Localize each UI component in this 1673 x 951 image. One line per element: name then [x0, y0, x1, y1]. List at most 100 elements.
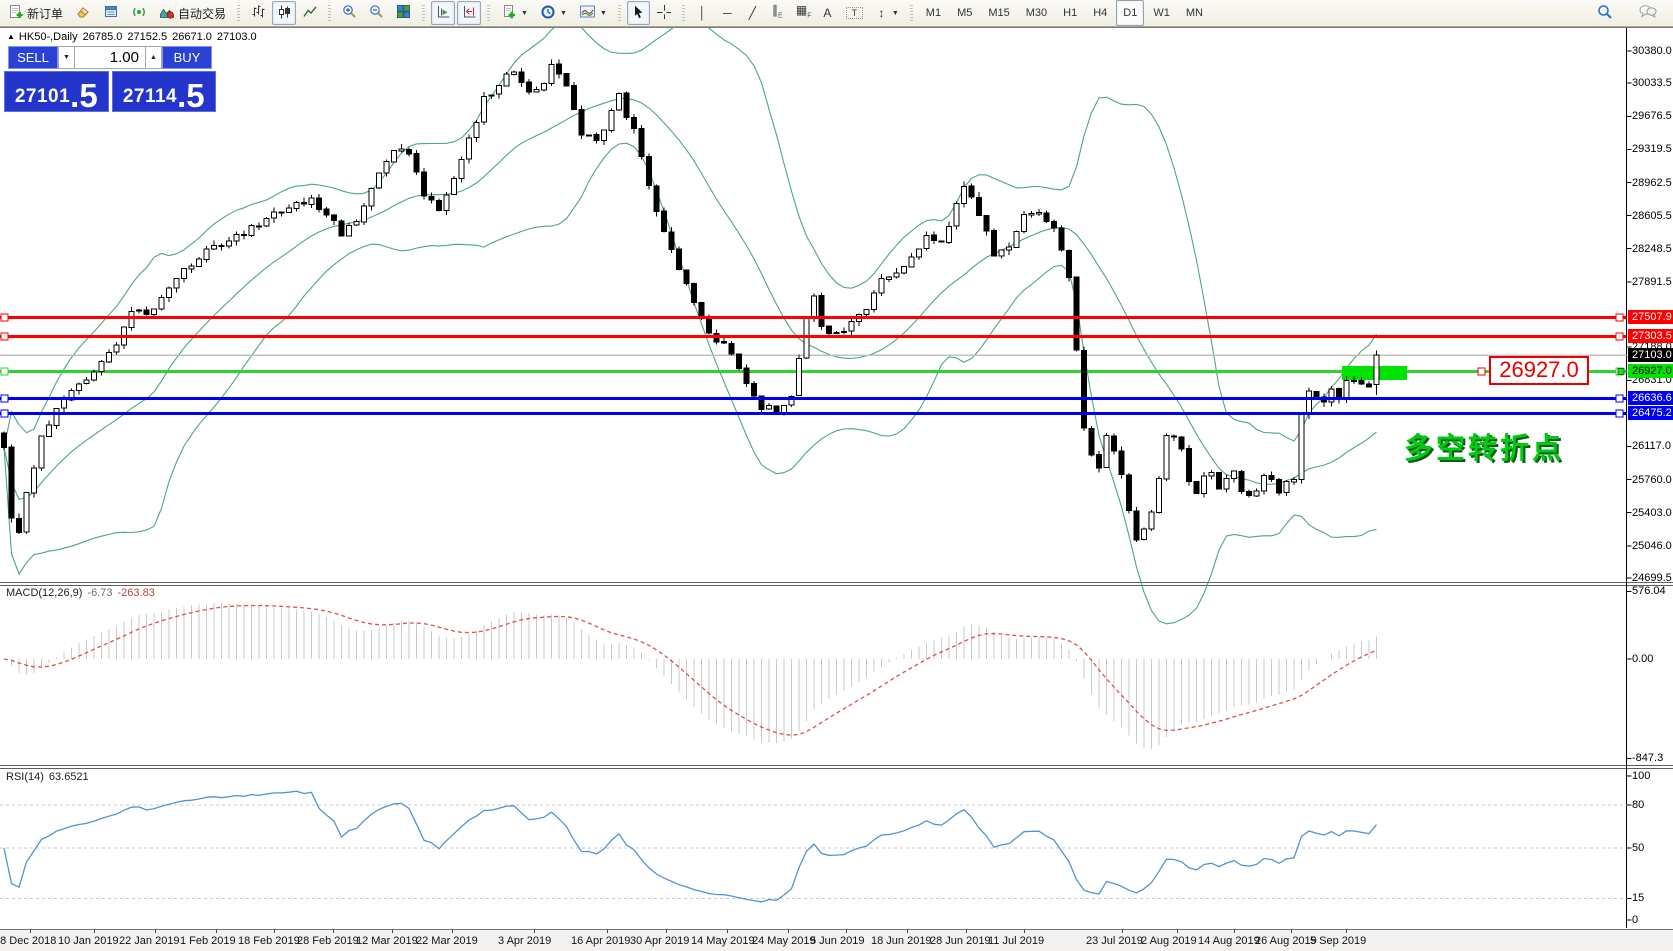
timeframe-d1[interactable]: D1: [1116, 0, 1145, 26]
macd-signal-value: -263.83: [117, 587, 155, 599]
buy-button[interactable]: BUY: [162, 46, 212, 69]
horizontal-line-icon: ─: [723, 6, 732, 20]
time-axis[interactable]: 28 Dec 2018 10 Jan 2019 22 Jan 2019 1 Feb 2…: [0, 929, 1673, 951]
toolbar-right: [1591, 0, 1663, 26]
axis-tick-label: 576.04: [1632, 585, 1666, 598]
callout-handle: [1477, 367, 1486, 376]
toolbar-grip: [617, 5, 621, 21]
axis-tick-label: 30380.0: [1632, 45, 1672, 57]
fibonacci-button[interactable]: ▦F: [791, 1, 814, 25]
toolbar-group: [624, 0, 679, 26]
date-label: 14 Aug 2019: [1198, 935, 1260, 947]
date-label: 28 Feb 2019: [297, 935, 359, 947]
text-label-button[interactable]: T: [841, 1, 868, 25]
axis-tick-label: 26117.0: [1632, 440, 1671, 453]
chevron-down-icon: ▼: [599, 9, 607, 17]
timeframe-h4[interactable]: H4: [1093, 7, 1108, 19]
eraser-icon: [75, 4, 91, 23]
new-order-icon: [8, 4, 24, 23]
market-watch-button[interactable]: [98, 1, 124, 25]
sell-price-main: 27101: [14, 86, 71, 107]
timeframe-m1[interactable]: M1: [925, 7, 942, 19]
rsi-value: 63.6521: [48, 771, 89, 783]
timeframe-w1[interactable]: W1: [1153, 7, 1170, 19]
chart-title: ▲ HK50-,Daily 26785.0 27152.5 26671.0 27103.0: [7, 31, 262, 43]
text-button[interactable]: A: [816, 1, 839, 25]
volume-up-button[interactable]: ▲: [145, 46, 162, 69]
date-label: 10 Jan 2019: [58, 935, 119, 947]
macd-name: MACD(12,26,9): [6, 587, 83, 599]
date-label: 28 Jun 2019: [930, 935, 991, 947]
axis-tick-label: 29319.5: [1632, 143, 1672, 156]
collapse-panel-icon[interactable]: ▲: [7, 32, 15, 41]
zoom-in-button[interactable]: [337, 1, 362, 25]
buy-price-display[interactable]: 27114.5: [111, 71, 216, 112]
vertical-line-button[interactable]: │: [691, 1, 714, 25]
eraser-button[interactable]: [70, 1, 96, 25]
main-toolbar: 新订单 自动交易 ▼ ▼ ▼ │ ─ ╱ ∥E ▦F A T ↕ ▼ M1 M5 M15 M30 H1 H4 D1 W1 M…: [0, 0, 1673, 27]
search-button[interactable]: [1592, 1, 1618, 25]
timeframe-m15[interactable]: M15: [988, 7, 1010, 19]
signals-button[interactable]: [126, 1, 152, 25]
toolbar-grip: [237, 5, 241, 21]
line-handle: [1615, 313, 1624, 322]
auto-scroll-button[interactable]: [431, 1, 456, 25]
equidistant-channel-button[interactable]: ∥E: [766, 1, 789, 25]
volume-down-button[interactable]: ▼: [58, 46, 75, 69]
auto-trading-button[interactable]: 自动交易: [154, 1, 231, 25]
ohlc-open: 26785.0: [82, 31, 123, 43]
rsi-label: RSI(14) 63.6521: [6, 771, 89, 783]
timeframe-h1[interactable]: H1: [1063, 7, 1078, 19]
timeframe-mn[interactable]: MN: [1185, 7, 1203, 19]
toolbar-group: 新订单 自动交易: [0, 0, 234, 26]
rsi-line: [3, 790, 1377, 903]
horizontal-line-button[interactable]: ─: [716, 1, 739, 25]
date-tick: [1024, 930, 1025, 933]
line-handle: [0, 367, 9, 376]
new-chart-button[interactable]: ▼: [496, 1, 533, 25]
ohlc-high: 27152.5: [127, 31, 168, 43]
zoom-out-button[interactable]: [364, 1, 389, 25]
indicators-button[interactable]: ▼: [574, 1, 612, 25]
axis-tick-label: 28962.5: [1632, 176, 1672, 189]
trendline-button[interactable]: ╱: [741, 1, 764, 25]
arrows-button[interactable]: ↕ ▼: [870, 1, 904, 25]
axis-tick-label: 28605.5: [1632, 209, 1672, 222]
date-label: 18 Feb 2019: [238, 935, 300, 947]
line-handle: [1615, 394, 1624, 403]
tile-windows-button[interactable]: [391, 1, 416, 25]
new-order-button[interactable]: 新订单: [3, 1, 68, 25]
chevron-down-icon: ▼: [521, 9, 528, 17]
timeframe-m5[interactable]: M5: [957, 7, 973, 19]
fibonacci-icon: ▦F: [795, 2, 812, 20]
date-tick: [216, 930, 217, 933]
toolbar-group: [428, 0, 484, 26]
pivot-note-text[interactable]: 多空转折点: [1404, 433, 1565, 465]
crosshair-button[interactable]: [652, 1, 676, 25]
toolbar-group: [334, 0, 419, 26]
axis-tick-label: 25403.0: [1632, 506, 1672, 519]
line-chart-mode-button[interactable]: [298, 1, 322, 25]
toolbar-grip: [909, 5, 913, 21]
axis-ticks: [1626, 50, 1632, 921]
candle-chart-mode-button[interactable]: [272, 1, 297, 25]
chart-shift-button[interactable]: [457, 1, 482, 25]
profiles-button[interactable]: ▼: [535, 1, 572, 25]
sell-price-display[interactable]: 27101.5: [4, 71, 109, 112]
level-price-badge: 26927.0: [1628, 364, 1673, 379]
cursor-button[interactable]: [626, 1, 650, 25]
arrows-icon: ↕: [878, 6, 885, 20]
price-callout-26927[interactable]: 26927.0: [1489, 356, 1589, 385]
volume-input[interactable]: 1.00: [75, 46, 145, 69]
rsi-name: RSI(14): [6, 771, 44, 783]
date-tick: [1234, 930, 1235, 933]
chat-button[interactable]: [1634, 1, 1662, 25]
date-tick: [333, 930, 334, 933]
date-label: 2 Aug 2019: [1141, 935, 1197, 947]
bar-chart-mode-button[interactable]: [246, 1, 270, 25]
line-handle: [0, 332, 9, 341]
axis-tick-label: 25046.0: [1632, 539, 1672, 552]
timeframe-m30[interactable]: M30: [1025, 7, 1048, 19]
sell-button[interactable]: SELL: [8, 46, 58, 69]
